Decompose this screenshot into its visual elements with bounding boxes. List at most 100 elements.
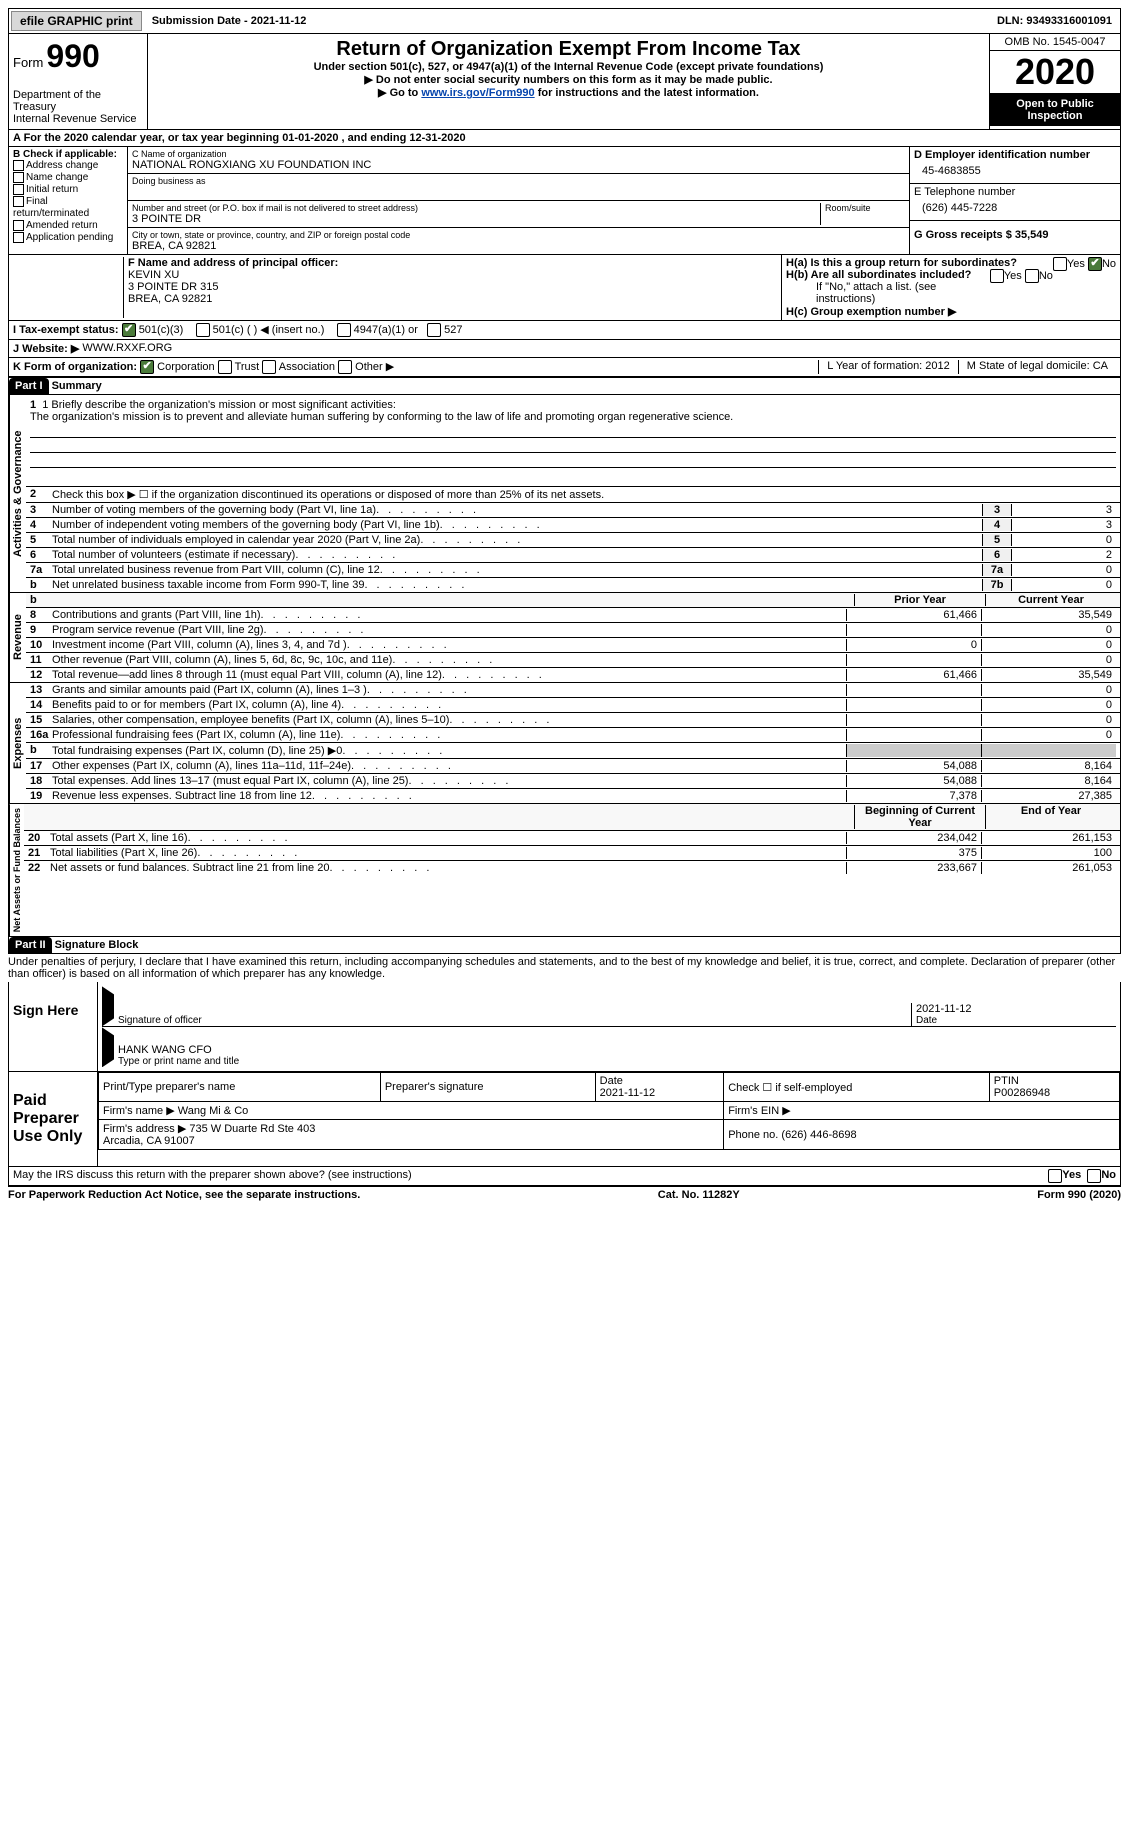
tax-status-label: I Tax-exempt status: bbox=[13, 324, 119, 336]
hb-no[interactable]: No bbox=[1039, 270, 1053, 282]
firm-ein-label: Firm's EIN ▶ bbox=[724, 1102, 1120, 1120]
table-row: 14Benefits paid to or for members (Part … bbox=[26, 698, 1120, 713]
footer: For Paperwork Reduction Act Notice, see … bbox=[8, 1186, 1121, 1203]
submission-date: Submission Date - 2021-11-12 bbox=[144, 13, 989, 29]
summary-expenses: Expenses 13Grants and similar amounts pa… bbox=[8, 683, 1121, 804]
table-row: bTotal fundraising expenses (Part IX, co… bbox=[26, 743, 1120, 759]
gross-receipts: G Gross receipts $ 35,549 bbox=[914, 229, 1116, 241]
dln: DLN: 93493316001091 bbox=[989, 13, 1120, 29]
ptin: P00286948 bbox=[994, 1087, 1050, 1099]
department: Department of the Treasury Internal Reve… bbox=[13, 89, 143, 125]
sign-block: Sign Here Signature of officer 2021-11-1… bbox=[8, 982, 1121, 1072]
table-row: 11Other revenue (Part VIII, column (A), … bbox=[26, 653, 1120, 668]
table-row: 12Total revenue—add lines 8 through 11 (… bbox=[26, 668, 1120, 682]
tax-year: 2020 bbox=[990, 51, 1120, 94]
table-row: 17Other expenses (Part IX, column (A), l… bbox=[26, 759, 1120, 774]
form-subtitle: Under section 501(c), 527, or 4947(a)(1)… bbox=[152, 61, 985, 73]
preparer-label: Paid Preparer Use Only bbox=[9, 1072, 98, 1166]
prep-name-hdr: Print/Type preparer's name bbox=[99, 1073, 381, 1102]
k-assoc[interactable]: Association bbox=[279, 361, 335, 373]
omb-number: OMB No. 1545-0047 bbox=[990, 34, 1120, 51]
phone-label: E Telephone number bbox=[914, 186, 1116, 198]
hdr-beg: Beginning of Current Year bbox=[854, 805, 985, 829]
officer-name: KEVIN XU bbox=[128, 269, 777, 281]
501c3[interactable]: 501(c)(3) bbox=[139, 324, 184, 336]
sign-arrow-icon-2 bbox=[102, 1027, 114, 1067]
sign-here-label: Sign Here bbox=[9, 982, 98, 1071]
prep-date: 2021-11-12 bbox=[600, 1087, 655, 1099]
open-inspection: Open to Public Inspection bbox=[990, 94, 1120, 126]
ha-yes[interactable]: Yes bbox=[1067, 258, 1085, 270]
note2-post: for instructions and the latest informat… bbox=[535, 87, 759, 99]
ha-no[interactable]: No bbox=[1102, 258, 1116, 270]
part2-title: Signature Block bbox=[55, 939, 139, 951]
penalties-text: Under penalties of perjury, I declare th… bbox=[8, 954, 1121, 982]
box-c: C Name of organization NATIONAL RONGXIAN… bbox=[128, 147, 910, 254]
form-number: 990 bbox=[46, 38, 99, 74]
table-row: 19Revenue less expenses. Subtract line 1… bbox=[26, 789, 1120, 803]
k-corp[interactable]: Corporation bbox=[157, 361, 214, 373]
chk-amended[interactable]: Amended return bbox=[26, 220, 98, 231]
chk-address[interactable]: Address change bbox=[26, 160, 98, 171]
part2-header: Part II bbox=[9, 937, 52, 953]
hb-yes[interactable]: Yes bbox=[1004, 270, 1022, 282]
table-row: 3Number of voting members of the governi… bbox=[26, 503, 1120, 518]
efile-button[interactable]: efile GRAPHIC print bbox=[11, 11, 142, 31]
discuss-yes[interactable]: Yes bbox=[1062, 1169, 1081, 1183]
prep-sig-hdr: Preparer's signature bbox=[380, 1073, 595, 1102]
table-row: 13Grants and similar amounts paid (Part … bbox=[26, 683, 1120, 698]
summary-netassets: Net Assets or Fund Balances Beginning of… bbox=[8, 804, 1121, 937]
org-city: BREA, CA 92821 bbox=[132, 240, 905, 252]
table-row: 20Total assets (Part X, line 16)234,0422… bbox=[24, 831, 1120, 846]
addr-label: Number and street (or P.O. box if mail i… bbox=[132, 203, 820, 213]
table-row: 15Salaries, other compensation, employee… bbox=[26, 713, 1120, 728]
line-k-l-m: K Form of organization: ✔ Corporation Tr… bbox=[8, 358, 1121, 377]
chk-pending[interactable]: Application pending bbox=[26, 232, 113, 243]
chk-initial[interactable]: Initial return bbox=[26, 184, 78, 195]
k-trust[interactable]: Trust bbox=[235, 361, 260, 373]
dba-label: Doing business as bbox=[132, 176, 905, 186]
table-row: bNet unrelated business taxable income f… bbox=[26, 578, 1120, 592]
firm-name: Wang Mi & Co bbox=[178, 1105, 249, 1117]
firm-phone-label: Phone no. bbox=[728, 1129, 778, 1141]
hdr-curr: Current Year bbox=[985, 594, 1116, 606]
vtab-expenses: Expenses bbox=[9, 683, 26, 803]
officer-addr2: BREA, CA 92821 bbox=[128, 293, 777, 305]
form-header: Form 990 Department of the Treasury Inte… bbox=[8, 34, 1121, 130]
h-b: H(b) Are all subordinates included? bbox=[786, 269, 971, 281]
prep-selfemp: Check ☐ if self-employed bbox=[724, 1073, 990, 1102]
table-row: 7aTotal unrelated business revenue from … bbox=[26, 563, 1120, 578]
4947[interactable]: 4947(a)(1) or bbox=[354, 324, 418, 336]
prep-date-hdr: Date bbox=[600, 1075, 623, 1087]
title-cell: Return of Organization Exempt From Incom… bbox=[148, 34, 990, 129]
h-c: H(c) Group exemption number ▶ bbox=[786, 306, 956, 318]
sig-date: 2021-11-12 bbox=[916, 1003, 1116, 1015]
sig-officer-label: Signature of officer bbox=[118, 1015, 911, 1026]
form990-link[interactable]: www.irs.gov/Form990 bbox=[421, 87, 534, 99]
vtab-netassets: Net Assets or Fund Balances bbox=[9, 804, 24, 936]
table-row: 18Total expenses. Add lines 13–17 (must … bbox=[26, 774, 1120, 789]
k-other[interactable]: Other ▶ bbox=[355, 361, 394, 373]
vtab-governance: Activities & Governance bbox=[9, 395, 26, 592]
527[interactable]: 527 bbox=[444, 324, 462, 336]
table-row: 8Contributions and grants (Part VIII, li… bbox=[26, 608, 1120, 623]
note2-pre: ▶ Go to bbox=[378, 87, 421, 99]
info-f-h: F Name and address of principal officer:… bbox=[8, 255, 1121, 321]
discuss-no[interactable]: No bbox=[1101, 1169, 1116, 1183]
table-row: 21Total liabilities (Part X, line 26)375… bbox=[24, 846, 1120, 861]
mission-text: The organization's mission is to prevent… bbox=[30, 411, 1116, 423]
room-label: Room/suite bbox=[825, 203, 905, 213]
table-row: 10Investment income (Part VIII, column (… bbox=[26, 638, 1120, 653]
org-name: NATIONAL RONGXIANG XU FOUNDATION INC bbox=[132, 159, 905, 171]
discuss-text: May the IRS discuss this return with the… bbox=[13, 1169, 412, 1183]
table-row: 5Total number of individuals employed in… bbox=[26, 533, 1120, 548]
box-h: H(a) Is this a group return for subordin… bbox=[782, 255, 1120, 320]
orgform-label: K Form of organization: bbox=[13, 361, 137, 373]
501c[interactable]: 501(c) ( ) ◀ (insert no.) bbox=[213, 324, 325, 336]
website-label: J Website: ▶ bbox=[13, 342, 79, 355]
hdr-prior: Prior Year bbox=[854, 594, 985, 606]
footer-left: For Paperwork Reduction Act Notice, see … bbox=[8, 1189, 360, 1201]
chk-final[interactable]: Final return/terminated bbox=[13, 197, 89, 219]
chk-name[interactable]: Name change bbox=[26, 172, 88, 183]
preparer-table: Print/Type preparer's name Preparer's si… bbox=[98, 1072, 1120, 1150]
